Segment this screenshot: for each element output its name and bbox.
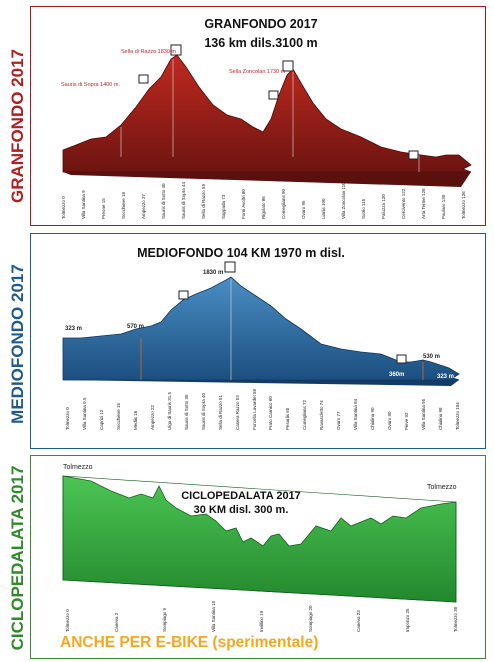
elev-label-start: 323 m [65,326,83,332]
elev-label-360: 360m [389,372,405,378]
granfondo-markers [138,44,419,160]
km-label: Ovaro 95 [301,200,306,219]
mediofondo-profile-top [62,276,460,381]
km-label: Sauris di Sopra 40 [200,392,206,430]
ciclopedalata-title: CICLOPEDALATA 2017 [181,490,301,502]
km-label: Ampezzo 22 [149,404,155,430]
granfondo-annotation-razzo: Sella di Razzo 1830 m [121,49,177,55]
km-label: Tolmezzo 0 [65,609,70,632]
ciclopedalata-start-label: Tolmezzo [63,464,93,471]
km-label: Comeglians 72 [302,399,308,430]
km-label: Ovaro 90 [387,411,393,430]
kom-icon [170,44,182,56]
elev-label-530: 530 m [423,354,441,360]
km-label: Rigolato 86 [261,196,266,219]
food-icon [396,354,407,364]
elev-label-1830: 1830 m [203,270,224,276]
km-label: Pesariis 65 [285,407,291,430]
km-label: Caneva 23 [356,610,361,632]
km-label: Villa Santina 95 [421,398,427,430]
granfondo-panel: GRANFONDO 2017 136 km dils.3100 m Sella … [30,6,486,226]
km-label: Comeglians 90 [281,188,286,219]
km-label: Tolmezzo 0 [61,196,66,219]
km-label: Paularo 130 [441,194,446,219]
granfondo-title: GRANFONDO 2017 [204,17,318,31]
granfondo-annotation-zoncolan: Sella Zoncolan 1730 m [229,69,286,75]
km-label: Sauris di Sopra 44 [181,181,186,219]
km-label: Imponzo 25 [404,608,410,632]
km-label: Sella di Razzo 59 [201,183,206,219]
km-label: Paluzza 120 [381,194,386,219]
km-label: Ulga di Sauris 31.5 [166,391,172,430]
ciclopedalata-subtitle: 30 KM disl. 300 m. [193,504,289,516]
mediofondo-panel: MEDIOFONDO 104 KM 1970 m disl. 323 m 570… [30,233,486,449]
granfondo-profile-top [62,54,472,173]
km-label: Invillino 19 [259,610,264,632]
km-label: Villa Santina 9.5 [81,397,87,430]
ciclopedalata-side-label: CICLOPEDALATA 2017 [8,465,27,651]
elev-label-570: 570 m [127,324,145,330]
km-label: Ravascletto 74 [319,400,325,430]
km-label: Sompiago 20 [307,605,313,632]
km-label: Caneva 2 [113,612,119,632]
km-label: Forcella Lavardet 58 [251,388,257,430]
km-label: Tolmezzo 30 [453,606,458,632]
km-label: Preone 15 [101,198,106,219]
km-label: Villa Santina 9 [81,190,86,219]
km-label: Caprizi 12 [98,409,104,430]
km-label: Socchieve 18 [121,191,126,219]
km-label: Liariis 100 [321,198,326,219]
km-label: Casera Razzo 53 [234,395,240,430]
ciclopedalata-profile-top [62,475,457,603]
ciclopedalata-end-label: Tolmezzo [427,484,457,491]
granfondo-subtitle: 136 km dils.3100 m [204,36,318,50]
granfondo-side-label: GRANFONDO 2017 [8,49,27,203]
km-label: Villa Zoncolan 110 [341,182,346,219]
mediofondo-side-label: MEDIOFONDO 2017 [8,264,27,424]
food-icon [138,74,149,84]
km-label: Sauris di Sotto 40 [161,183,166,219]
km-label: Sauris di Sotto 35 [183,394,189,430]
km-label: Socchieve 15 [115,402,121,430]
food-icon [268,90,279,100]
granfondo-profile [62,44,472,187]
km-label: Ampezzo 27 [141,193,146,219]
km-label: Sompiago 9 [162,607,167,632]
kom-icon [224,261,236,273]
mediofondo-title: MEDIOFONDO 104 KM 1970 m disl. [137,246,345,260]
food-icon [408,150,419,160]
ciclopedalata-panel: CICLOPEDALATA 2017 30 KM disl. 300 m. To… [30,455,486,659]
km-label: Sella di Razzo 51 [217,394,223,430]
food-icon [178,290,189,300]
granfondo-profile-side [63,172,471,187]
km-label: Cercivento 122 [401,188,406,219]
ciclopedalata-profile [62,475,457,603]
km-label: Tolmezzo 0 [65,407,70,430]
elev-label-end: 323 m [437,374,455,380]
ciclopedalata-profile-side [62,475,457,603]
km-label: Pieve 92 [404,412,410,430]
km-label: Chialina 90 [370,407,376,430]
km-label: Arta Terme 126 [421,188,426,219]
mediofondo-profile-side [63,380,459,386]
km-label: Forni Avoltri 80 [241,189,246,219]
km-label: Sutrio 115 [361,198,366,219]
km-label: Villa Santina 84 [353,398,359,430]
km-label: Ovaro 77 [336,411,342,430]
km-label: Chialina 98 [438,407,444,430]
kom-icon [282,60,294,72]
granfondo-annotation-sauris: Sauris di Sopra 1400 m. [61,82,121,88]
mediofondo-profile [62,261,460,386]
km-label: Mediis 16 [132,410,138,430]
ebike-note: ANCHE PER E-BIKE (sperimentale) [60,634,319,651]
km-label: Prato Carnico 60 [268,396,274,430]
km-label: Tolmezzo 104 [455,402,460,430]
km-label: Sappada 73 [221,194,226,219]
km-label: Tolmezzo 136 [461,191,466,219]
km-label: Villa Santina 15 [210,600,216,632]
